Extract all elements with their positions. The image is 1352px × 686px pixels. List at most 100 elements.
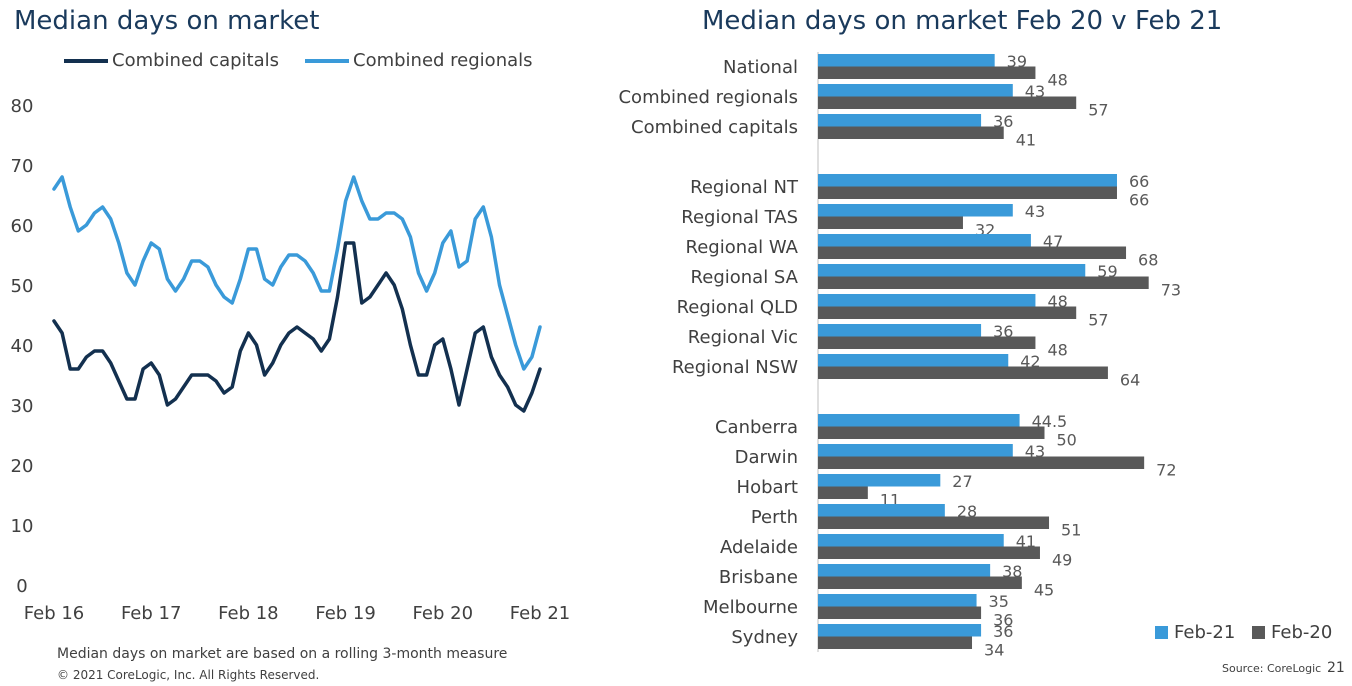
category-label-combined-capitals: Combined capitals [631, 117, 798, 138]
bar-feb20-brisbane [818, 576, 1022, 589]
y-tick-label: 60 [11, 216, 34, 237]
value-label-feb21-combined-regionals: 43 [1025, 82, 1045, 101]
bar-feb20-perth [818, 516, 1050, 529]
value-label-feb20-regional-nsw: 64 [1120, 371, 1140, 390]
line-chart-title: Median days on market [14, 6, 320, 36]
value-label-feb20-perth: 51 [1061, 521, 1081, 540]
category-label-brisbane: Brisbane [719, 567, 798, 588]
x-tick-label: Feb 18 [218, 603, 279, 624]
bar-feb20-regional-qld [818, 306, 1077, 319]
bar-feb20-combined-capitals [818, 126, 1004, 139]
bar-feb21-regional-wa [818, 234, 1031, 247]
value-label-feb20-combined-regionals: 57 [1088, 101, 1108, 120]
value-label-feb20-regional-vic: 48 [1047, 341, 1067, 360]
y-tick-label: 40 [11, 336, 34, 357]
value-label-feb21-regional-nt: 66 [1129, 172, 1149, 191]
bar-feb20-regional-vic [818, 336, 1036, 349]
bar-feb20-regional-nt [818, 186, 1117, 199]
value-label-feb21-regional-sa: 59 [1097, 262, 1117, 281]
value-label-feb21-darwin: 43 [1025, 442, 1045, 461]
legend-feb20: Feb-20 [1252, 622, 1332, 643]
legend-regionals-label: Combined regionals [353, 50, 533, 71]
value-label-feb21-regional-tas: 43 [1025, 202, 1045, 221]
bar-feb21-regional-qld [818, 294, 1036, 307]
value-label-feb21-regional-vic: 36 [993, 322, 1013, 341]
legend-feb21-swatch [1155, 626, 1168, 639]
value-label-feb21-regional-wa: 47 [1043, 232, 1063, 251]
bar-feb21-combined-regionals [818, 84, 1013, 97]
legend-feb20-label: Feb-20 [1271, 622, 1333, 643]
value-label-feb21-hobart: 27 [952, 472, 972, 491]
value-label-feb20-brisbane: 45 [1034, 581, 1054, 600]
series-line-combined-regionals [52, 175, 542, 371]
value-label-feb21-adelaide: 41 [1016, 532, 1036, 551]
bar-feb21-brisbane [818, 564, 991, 577]
value-label-feb21-regional-qld: 48 [1047, 292, 1067, 311]
value-label-feb20-adelaide: 49 [1052, 551, 1072, 570]
bar-feb20-regional-sa [818, 276, 1149, 289]
footnote: Median days on market are based on a rol… [57, 646, 508, 662]
category-label-canberra: Canberra [715, 417, 798, 438]
category-label-regional-tas: Regional TAS [681, 207, 798, 228]
y-tick-label: 0 [16, 576, 27, 597]
bar-feb20-regional-wa [818, 246, 1127, 259]
value-label-feb20-national: 48 [1047, 71, 1067, 90]
value-label-feb20-sydney: 34 [984, 641, 1004, 660]
value-label-feb21-melbourne: 35 [989, 592, 1009, 611]
bar-feb20-regional-nsw [818, 366, 1108, 379]
y-tick-label: 30 [11, 396, 34, 417]
bar-feb21-sydney [818, 624, 982, 637]
bar-feb20-national [818, 66, 1036, 79]
bar-feb20-combined-regionals [818, 96, 1077, 109]
bar-feb21-national [818, 54, 995, 67]
bar-feb21-perth [818, 504, 945, 517]
bar-feb21-melbourne [818, 594, 977, 607]
bar-feb20-regional-tas [818, 216, 963, 229]
bar-feb21-regional-vic [818, 324, 982, 337]
bar-feb21-regional-tas [818, 204, 1013, 217]
series-line-combined-capitals [52, 241, 542, 413]
bar-feb20-melbourne [818, 606, 982, 619]
bar-feb21-combined-capitals [818, 114, 982, 127]
value-label-feb20-melbourne: 36 [993, 611, 1013, 630]
bar-feb20-adelaide [818, 546, 1040, 559]
value-label-feb21-brisbane: 38 [1002, 562, 1022, 581]
bar-feb21-regional-nsw [818, 354, 1009, 367]
category-label-melbourne: Melbourne [703, 597, 798, 618]
y-tick-label: 10 [11, 516, 34, 537]
bar-feb20-darwin [818, 456, 1145, 469]
category-label-combined-regionals: Combined regionals [618, 87, 798, 108]
category-label-regional-vic: Regional Vic [688, 327, 798, 348]
category-label-hobart: Hobart [737, 477, 798, 498]
x-tick-label: Feb 19 [315, 603, 376, 624]
bar-feb21-adelaide [818, 534, 1004, 547]
legend-capitals-label: Combined capitals [112, 50, 279, 71]
copyright: © 2021 CoreLogic, Inc. All Rights Reserv… [57, 668, 320, 682]
y-tick-label: 70 [11, 156, 34, 177]
value-label-feb20-regional-nt: 66 [1129, 191, 1149, 210]
category-label-national: National [723, 57, 798, 78]
value-label-feb21-canberra: 44.5 [1032, 412, 1068, 431]
value-label-feb21-sydney: 36 [993, 622, 1013, 641]
y-tick-label: 80 [11, 96, 34, 117]
category-label-regional-nt: Regional NT [690, 177, 799, 198]
value-label-feb20-canberra: 50 [1057, 431, 1077, 450]
category-label-regional-nsw: Regional NSW [672, 357, 798, 378]
category-label-adelaide: Adelaide [720, 537, 798, 558]
category-label-perth: Perth [751, 507, 798, 528]
category-label-regional-wa: Regional WA [686, 237, 799, 258]
bar-feb21-darwin [818, 444, 1013, 457]
value-label-feb20-regional-sa: 73 [1161, 281, 1181, 300]
bar-feb21-hobart [818, 474, 941, 487]
category-label-darwin: Darwin [735, 447, 798, 468]
value-label-feb21-perth: 28 [957, 502, 977, 521]
x-tick-label: Feb 16 [24, 603, 85, 624]
value-label-feb20-combined-capitals: 41 [1016, 131, 1036, 150]
bar-feb21-regional-nt [818, 174, 1117, 187]
legend-capitals-swatch [64, 58, 108, 63]
legend-feb21: Feb-21 [1155, 622, 1235, 643]
value-label-feb21-combined-capitals: 36 [993, 112, 1013, 131]
bar-feb20-canberra [818, 426, 1045, 439]
category-label-sydney: Sydney [731, 627, 798, 648]
